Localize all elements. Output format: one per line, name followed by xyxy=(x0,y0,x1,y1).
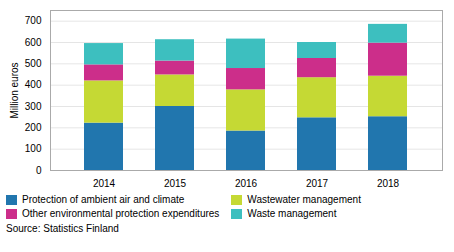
html-text:Other environmental protection: Other environmental protection expenditu… xyxy=(22,208,220,219)
html-text:Source: Statistics Finland: Source: Statistics Finland xyxy=(6,223,119,234)
svg-text:700: 700 xyxy=(25,15,42,26)
svg-text:500: 500 xyxy=(25,58,42,69)
svg-text:2015: 2015 xyxy=(164,178,187,189)
svg-text:600: 600 xyxy=(25,37,42,48)
svg-text:100: 100 xyxy=(25,143,42,154)
html-text:Protection of ambient air and: Protection of ambient air and climate xyxy=(22,194,185,205)
svg-text:200: 200 xyxy=(25,122,42,133)
html-text:Wastewater management: Wastewater management xyxy=(247,194,361,205)
svg-text:2017: 2017 xyxy=(306,178,329,189)
svg-text:2018: 2018 xyxy=(377,178,400,189)
svg-text:2014: 2014 xyxy=(93,178,116,189)
svg-text:Million euros: Million euros xyxy=(9,62,20,118)
svg-text:300: 300 xyxy=(25,101,42,112)
svg-text:400: 400 xyxy=(25,79,42,90)
svg-text:2016: 2016 xyxy=(235,178,258,189)
html-text:Waste management: Waste management xyxy=(247,208,337,219)
svg-text:0: 0 xyxy=(36,165,42,176)
